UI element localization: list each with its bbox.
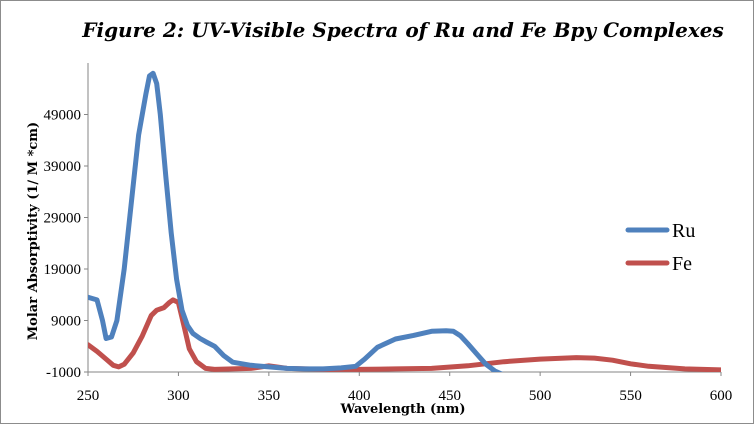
y-axis-title: Molar Absorptivity (1/ M *cm) [26, 122, 41, 340]
legend-label-ru: Ru [672, 220, 695, 242]
plot-area: -1000 9000 19000 29000 39000 49000 250 300 350 4… [44, 63, 733, 404]
x-tick-label: 500 [529, 388, 552, 404]
y-tick-label: 29000 [44, 211, 82, 227]
series-line-ru [88, 70, 504, 372]
chart-title: Figure 2: UV-Visible Spectra of Ru and F… [81, 18, 723, 42]
series-lines [88, 70, 721, 372]
x-tick-label: 550 [619, 388, 642, 404]
x-tick-label: 300 [167, 388, 190, 404]
y-tick-label: 49000 [44, 108, 82, 124]
x-tick-label: 400 [348, 388, 371, 404]
y-tick-label: 9000 [51, 314, 81, 330]
x-tick-label: 350 [258, 388, 281, 404]
legend-label-fe: Fe [672, 253, 692, 275]
x-axis-ticks: 250 300 350 400 450 500 550 600 [77, 372, 733, 404]
series-line-fe [88, 297, 721, 372]
x-axis-title: Wavelength (nm) [340, 402, 466, 417]
chart-legend: Ru Fe [625, 220, 695, 275]
x-tick-label: 250 [77, 388, 100, 404]
y-tick-label: 19000 [44, 262, 82, 278]
y-tick-label: -1000 [46, 365, 81, 381]
y-tick-label: 39000 [44, 159, 82, 175]
y-axis-ticks: -1000 9000 19000 29000 39000 49000 [44, 108, 88, 381]
x-tick-label: 600 [710, 388, 733, 404]
x-tick-label: 450 [438, 388, 461, 404]
